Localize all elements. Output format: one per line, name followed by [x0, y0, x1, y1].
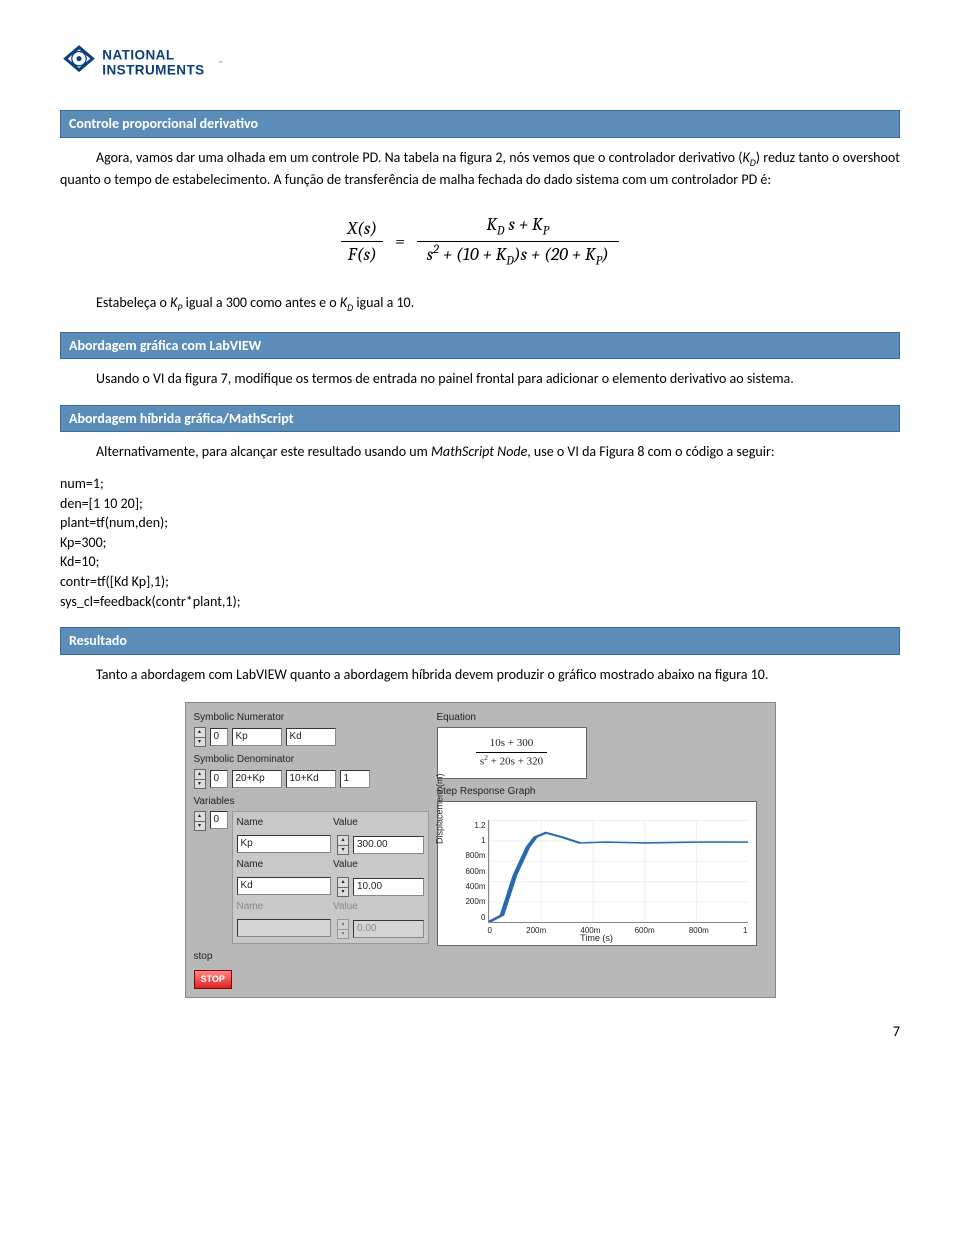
- col-header-value-dim: Value: [333, 900, 424, 914]
- text: Usando o VI da figura 7, modifique os te…: [96, 370, 794, 387]
- text: , use o VI da Figura 8 com o código a se…: [527, 443, 774, 460]
- symbolic-denominator-group: Symbolic Denominator ▴▾ 0 20+Kp 10+Kd 1: [194, 753, 429, 789]
- label-stop: stop: [194, 950, 429, 964]
- denominator-field-1[interactable]: 10+Kd: [286, 770, 336, 788]
- denominator-field-2[interactable]: 1: [340, 770, 370, 788]
- index-spinner[interactable]: ▴▾: [194, 727, 206, 747]
- numerator-field-1[interactable]: Kd: [286, 728, 336, 746]
- var-value-input-disabled: 0.00: [353, 920, 424, 938]
- paragraph-mathscript: Alternativamente, para alcançar este res…: [60, 442, 900, 462]
- value-spinner[interactable]: ▴▾: [337, 877, 349, 897]
- labview-front-panel: Symbolic Numerator ▴▾ 0 Kp Kd Symbolic D…: [185, 702, 776, 998]
- stop-button[interactable]: STOP: [194, 970, 232, 989]
- text: Alternativamente, para alcançar este res…: [96, 443, 431, 460]
- paragraph-result: Tanto a abordagem com LabVIEW quanto a a…: [60, 665, 900, 685]
- var-row-disabled: ▴▾0.00: [237, 919, 424, 939]
- symbolic-numerator-group: Symbolic Numerator ▴▾ 0 Kp Kd: [194, 711, 429, 747]
- index-spinner[interactable]: ▴▾: [194, 769, 206, 789]
- eq-denominator: s2 + 20s + 320: [476, 753, 547, 770]
- equation-display-group: Equation 10s + 300 s2 + 20s + 320: [437, 711, 767, 778]
- graph-line-svg: [489, 820, 748, 922]
- numerator-field-0[interactable]: Kp: [232, 728, 282, 746]
- var-name-input[interactable]: Kp: [237, 835, 332, 853]
- heading-labview-graphical: Abordagem gráfica com LabVIEW: [60, 332, 900, 360]
- mathscript-code: num=1; den=[1 10 20]; plant=tf(num,den);…: [60, 474, 900, 611]
- heading-pd-control: Controle proporcional derivativo: [60, 110, 900, 138]
- graph-yticks: 1.2 1 800m 600m 400m 200m 0: [460, 820, 486, 923]
- text: igual a 300 como antes e o: [182, 294, 339, 311]
- label-equation: Equation: [437, 711, 767, 725]
- logo-text-top: NATIONAL: [102, 48, 174, 63]
- index-value[interactable]: 0: [210, 728, 228, 746]
- value-spinner[interactable]: ▴▾: [337, 835, 349, 855]
- ni-logo-svg: NATIONAL INSTRUMENTS ™: [60, 40, 280, 90]
- graph-plot-area: [488, 820, 748, 923]
- heading-resultado: Resultado: [60, 627, 900, 655]
- step-response-graph: Displacement (m) 1.2 1 800m 600m 400m 20…: [437, 801, 757, 946]
- paragraph-intro: Agora, vamos dar uma olhada em um contro…: [60, 148, 900, 190]
- label-symden: Symbolic Denominator: [194, 753, 429, 767]
- var-value-input[interactable]: 10.00: [353, 878, 424, 896]
- var-row: Kd ▴▾10.00: [237, 877, 424, 897]
- equation-display: 10s + 300 s2 + 20s + 320: [437, 727, 587, 778]
- variables-group: Variables ▴▾ 0 Name Value Kp ▴▾300.00: [194, 795, 429, 944]
- index-value[interactable]: 0: [210, 770, 228, 788]
- var-row: Kp ▴▾300.00: [237, 835, 424, 855]
- col-header-name: Name: [237, 816, 328, 830]
- page-number: 7: [60, 1022, 900, 1042]
- paragraph-set-gains: Estabeleça o KP igual a 300 como antes e…: [60, 293, 900, 316]
- stop-group: stop STOP: [194, 950, 429, 989]
- col-header-name: Name: [237, 858, 328, 872]
- labview-screenshot: Symbolic Numerator ▴▾ 0 Kp Kd Symbolic D…: [60, 702, 900, 998]
- heading-hybrid-mathscript: Abordagem híbrida gráfica/MathScript: [60, 405, 900, 433]
- paragraph-labview: Usando o VI da figura 7, modifique os te…: [60, 369, 900, 389]
- text: Agora, vamos dar uma olhada em um contro…: [96, 149, 742, 166]
- var-value-input[interactable]: 300.00: [353, 836, 424, 854]
- transfer-function-equation: X(s) F(s) = KD s + KP s2 + (10 + KD)s + …: [60, 212, 900, 271]
- var-name-input[interactable]: Kd: [237, 877, 332, 895]
- step-response-group: Step Response Graph Displacement (m) 1.2…: [437, 785, 767, 946]
- index-value[interactable]: 0: [210, 811, 228, 829]
- eq-numerator: 10s + 300: [476, 736, 547, 752]
- label-symnum: Symbolic Numerator: [194, 711, 429, 725]
- text: Estabeleça o: [96, 294, 170, 311]
- col-header-name-dim: Name: [237, 900, 328, 914]
- graph-xlabel: Time (s): [580, 932, 613, 945]
- col-header-value: Value: [333, 858, 424, 872]
- variables-table: Name Value Kp ▴▾300.00 Name Value Kd: [232, 811, 429, 944]
- value-spinner-disabled: ▴▾: [337, 919, 349, 939]
- text-italic: MathScript Node: [431, 443, 527, 460]
- col-header-value: Value: [333, 816, 424, 830]
- logo-text-bottom: INSTRUMENTS: [102, 63, 204, 78]
- label-graph: Step Response Graph: [437, 785, 767, 799]
- denominator-field-0[interactable]: 20+Kp: [232, 770, 282, 788]
- graph-ylabel: Displacement (m): [433, 774, 446, 845]
- lv-left-column: Symbolic Numerator ▴▾ 0 Kp Kd Symbolic D…: [194, 711, 429, 989]
- index-spinner[interactable]: ▴▾: [194, 811, 206, 831]
- ni-logo: NATIONAL INSTRUMENTS ™: [60, 40, 900, 90]
- var-name-input-disabled: [237, 919, 332, 937]
- svg-text:™: ™: [219, 61, 222, 67]
- graph-xticks: 0 200m 400m 600m 800m 1: [488, 925, 748, 935]
- label-variables: Variables: [194, 795, 429, 809]
- text: igual a 10.: [353, 294, 414, 311]
- lv-right-column: Equation 10s + 300 s2 + 20s + 320 Step R…: [437, 711, 767, 989]
